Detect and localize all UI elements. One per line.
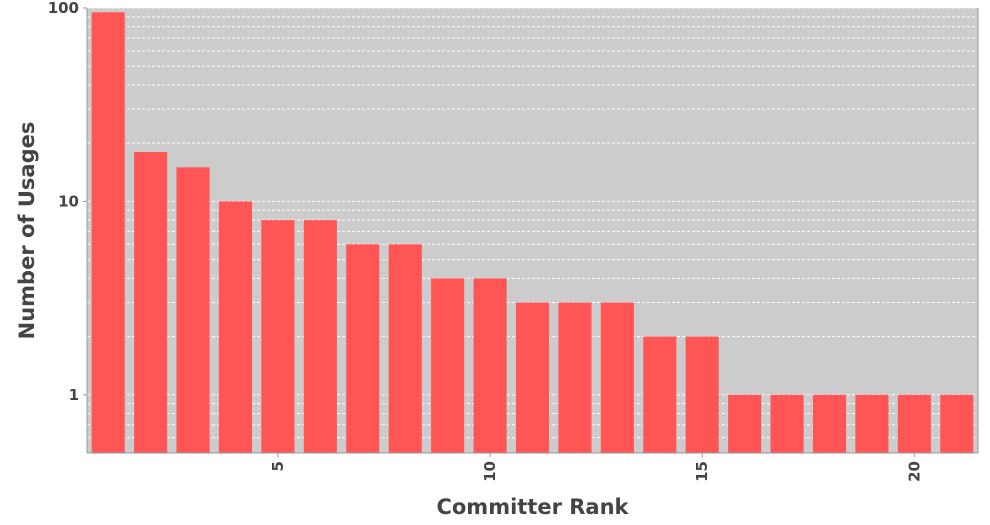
bar-rank-11	[515, 302, 550, 453]
bar-rank-2	[134, 152, 168, 453]
x-tick-label: 15	[693, 461, 711, 482]
bar-rank-4	[218, 201, 253, 453]
bar-rank-5	[261, 220, 295, 453]
bar-rank-3	[176, 167, 210, 453]
bars	[91, 12, 974, 453]
x-tick-label: 5	[269, 461, 287, 471]
bar-rank-17	[770, 394, 804, 453]
bar-rank-20	[897, 394, 931, 453]
bar-rank-18	[812, 394, 847, 453]
bar-rank-21	[940, 394, 974, 453]
bar-rank-16	[728, 394, 762, 453]
bar-rank-13	[600, 302, 634, 453]
y-tick-label: 100	[48, 0, 79, 17]
bar-rank-10	[473, 278, 507, 453]
bar-rank-15	[685, 336, 719, 453]
bar-rank-1	[91, 12, 125, 453]
bar-rank-6	[303, 220, 337, 453]
bar-rank-14	[643, 336, 677, 453]
x-tick-label: 10	[481, 461, 499, 482]
x-axis-title: Committer Rank	[436, 495, 629, 519]
bar-rank-7	[346, 244, 380, 453]
y-axis-title: Number of Usages	[15, 122, 39, 340]
y-tick-label: 10	[58, 192, 79, 210]
bar-rank-12	[558, 302, 592, 453]
y-tick-label: 1	[69, 386, 79, 404]
y-axis-ticks: 1 10 100	[48, 0, 87, 404]
bar-rank-8	[388, 244, 422, 453]
axes	[86, 8, 979, 454]
bar-rank-9	[431, 278, 465, 453]
x-tick-label: 20	[905, 461, 923, 482]
bar-rank-19	[855, 394, 889, 453]
x-axis-ticks: 5 10 15 20	[269, 453, 923, 482]
